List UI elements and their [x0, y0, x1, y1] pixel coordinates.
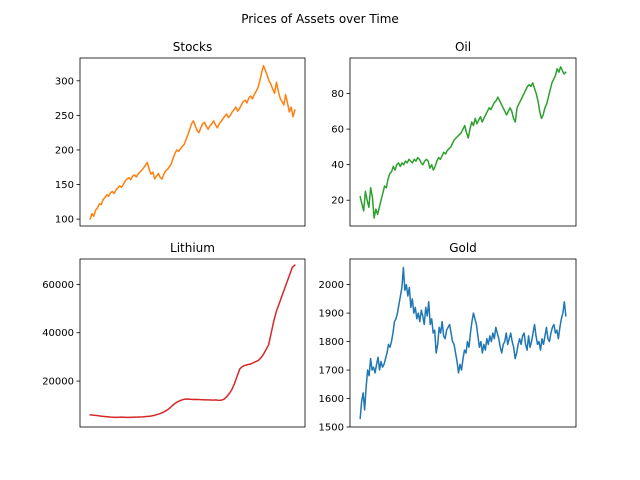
gold-ytick-label: 1500	[319, 423, 344, 434]
oil-axes-frame	[349, 57, 577, 227]
gold-chart: Gold 1500 1600 1700 1800 1900 2000	[319, 241, 577, 434]
oil-ytick-label: 20	[331, 196, 344, 207]
lithium-axes-frame	[79, 258, 306, 428]
gold-ytick-label: 1800	[319, 337, 344, 348]
gold-ytick-label: 1900	[319, 309, 344, 320]
gold-axes-frame	[349, 258, 577, 428]
stocks-ytick-label: 250	[55, 111, 74, 122]
stocks-axes-frame	[79, 57, 306, 227]
lithium-ytick-label: 60000	[42, 280, 74, 291]
lithium-ytick-label: 40000	[42, 328, 74, 339]
subplot-grid: Stocks 100 150 200 250 300 Oil 20 40 60 80 Lithium 2…	[42, 40, 577, 434]
lithium-price-line	[89, 264, 296, 419]
gold-ytick-label: 1700	[319, 366, 344, 377]
figure-title: Prices of Assets over Time	[241, 12, 399, 26]
gold-ytick-label: 1600	[319, 394, 344, 405]
oil-chart: Oil 20 40 60 80	[331, 40, 577, 227]
stocks-ytick-label: 300	[55, 76, 74, 87]
stocks-chart: Stocks 100 150 200 250 300	[55, 40, 306, 227]
stocks-chart-title: Stocks	[173, 40, 212, 54]
lithium-ytick-label: 20000	[42, 377, 74, 388]
lithium-chart: Lithium 20000 40000 60000	[42, 241, 306, 428]
oil-price-line	[359, 66, 567, 219]
oil-chart-title: Oil	[455, 40, 471, 54]
stocks-ytick-label: 100	[55, 215, 74, 226]
lithium-chart-title: Lithium	[170, 241, 215, 255]
gold-ytick-label: 2000	[319, 280, 344, 291]
stocks-ytick-label: 150	[55, 180, 74, 191]
oil-ytick-label: 40	[331, 160, 344, 171]
gold-chart-title: Gold	[449, 241, 477, 255]
oil-ytick-label: 80	[331, 89, 344, 100]
stocks-price-line	[89, 64, 296, 220]
stocks-ytick-label: 200	[55, 145, 74, 156]
gold-price-line	[359, 266, 567, 420]
oil-ytick-label: 60	[331, 125, 344, 136]
